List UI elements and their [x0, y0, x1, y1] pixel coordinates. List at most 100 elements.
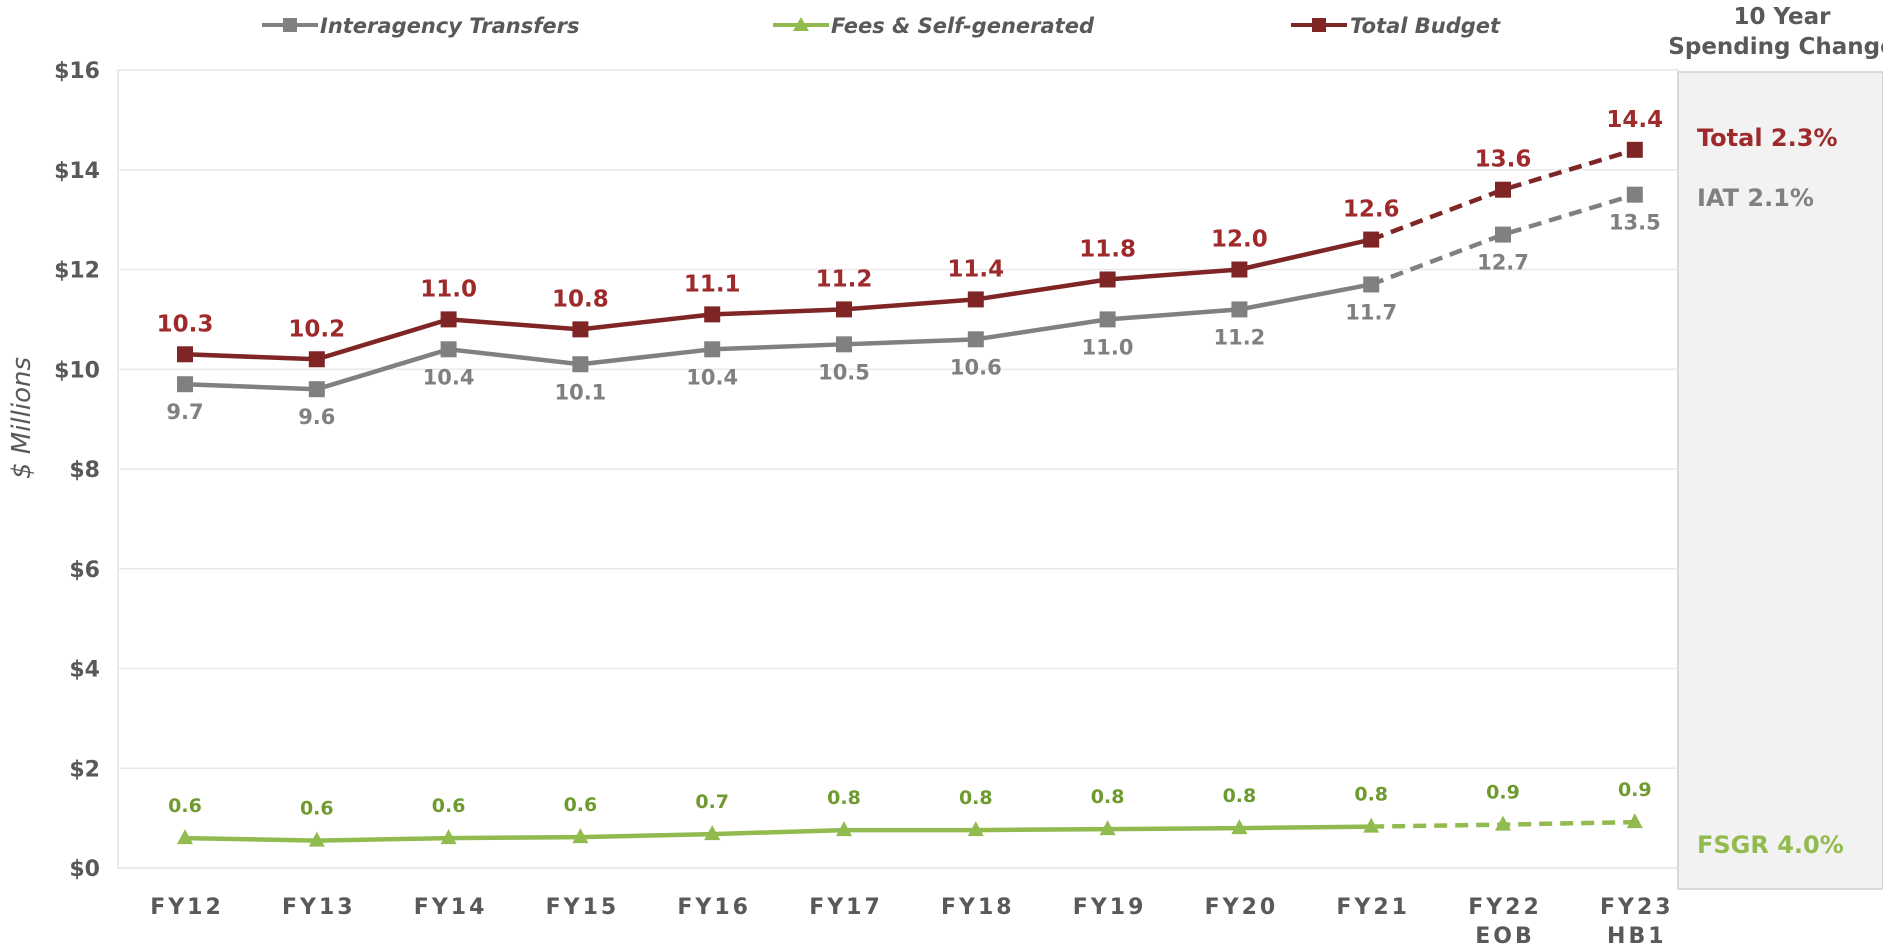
y-tick-label: $10	[54, 358, 100, 383]
data-point-square	[1363, 276, 1380, 293]
series-line-actual	[184, 282, 1372, 392]
y-axis-label: $ Millions	[7, 357, 37, 479]
y-tick-label: $0	[69, 857, 100, 882]
side-item-total: Total 2.3%	[1697, 124, 1837, 152]
data-point-triangle	[967, 821, 984, 837]
data-label: 11.8	[1079, 236, 1136, 262]
legend-square-marker	[1312, 18, 1326, 32]
legend-triangle-marker	[793, 17, 809, 31]
data-point-square	[308, 351, 325, 368]
data-label: 0.6	[432, 795, 466, 817]
data-label: 0.8	[1354, 784, 1388, 806]
legend-label: Total Budget	[1350, 14, 1501, 38]
data-point-square	[308, 381, 325, 398]
legend-label: Fees & Self-generated	[831, 14, 1095, 38]
y-axis-ticks: $0 $2 $4 $6 $8 $10 $12 $14 $16	[54, 59, 100, 882]
x-tick-label: EOB	[1475, 924, 1535, 949]
data-point-triangle	[572, 828, 589, 844]
y-tick-label: $6	[69, 558, 100, 583]
x-tick-label: FY19	[1073, 895, 1147, 920]
data-label: 9.6	[298, 405, 335, 429]
data-label: 10.3	[157, 311, 214, 337]
x-tick-label: HB1	[1607, 924, 1667, 949]
data-label: 11.1	[684, 271, 741, 297]
data-point-square	[1495, 226, 1511, 243]
data-point-square	[1099, 311, 1116, 328]
data-point-square	[1231, 261, 1248, 278]
series-line-projected	[1370, 192, 1636, 287]
legend: Interagency Transfers Fees & Self-genera…	[262, 14, 1501, 38]
data-label: 10.2	[288, 316, 345, 342]
data-label: 0.9	[1618, 779, 1652, 801]
data-label: 11.0	[1082, 335, 1134, 359]
x-tick-label: FY16	[677, 895, 751, 920]
data-label: 10.1	[554, 380, 606, 404]
data-label: 0.8	[959, 787, 993, 809]
data-label: 11.4	[947, 256, 1004, 282]
data-point-square	[1099, 271, 1116, 288]
side-panel	[1677, 71, 1883, 890]
data-label: 10.5	[818, 360, 870, 384]
data-point-triangle	[1231, 819, 1248, 835]
data-label: 11.2	[1213, 325, 1265, 349]
legend-item-total-budget: Total Budget	[1291, 14, 1501, 38]
data-point-triangle	[704, 825, 721, 841]
data-point-square	[836, 336, 852, 353]
data-label: 11.7	[1345, 300, 1397, 324]
x-axis-ticks: FY12 FY13 FY14 FY15 FY16 FY17 FY18 FY19 FY20 FY21…	[150, 895, 1674, 949]
data-label: 10.4	[686, 365, 738, 389]
data-point-triangle	[1495, 815, 1511, 831]
series-interagency-transfers: 9.7 9.6 10.4 10.1 10.4 10.5 10.6 11.0 11.2 11.7 12…	[166, 186, 1661, 429]
legend-label: Interagency Transfers	[320, 14, 579, 38]
data-point-square	[1495, 181, 1511, 198]
data-label: 11.2	[816, 266, 873, 292]
x-tick-label: FY15	[546, 895, 620, 920]
x-tick-label: FY23	[1600, 895, 1674, 920]
data-point-square	[572, 321, 589, 338]
data-label: 0.6	[168, 795, 202, 817]
data-label: 13.5	[1609, 211, 1661, 235]
data-point-square	[1231, 301, 1248, 318]
data-point-triangle	[308, 831, 325, 847]
y-tick-label: $4	[69, 658, 100, 683]
y-tick-label: $12	[54, 259, 100, 284]
series-line-actual	[184, 824, 1372, 843]
x-tick-label: FY18	[941, 895, 1015, 920]
data-label: 0.6	[564, 794, 598, 816]
side-item-iat: IAT 2.1%	[1697, 184, 1814, 212]
series-fees-self-generated: 0.6 0.6 0.6 0.6 0.7 0.8 0.8 0.8 0.8 0.8 0.9 0.9	[168, 779, 1652, 847]
y-tick-label: $8	[69, 458, 100, 483]
data-label: 12.7	[1477, 251, 1529, 275]
series-layer: 9.7 9.6 10.4 10.1 10.4 10.5 10.6 11.0 11.2 11.7 12…	[157, 107, 1663, 847]
data-point-square	[967, 331, 984, 348]
data-label: 14.4	[1606, 107, 1663, 133]
data-label: 0.8	[1091, 786, 1125, 808]
y-tick-label: $14	[54, 159, 100, 184]
x-tick-label: FY12	[150, 895, 224, 920]
data-point-triangle	[836, 821, 852, 837]
data-point-square	[440, 311, 457, 328]
data-point-square	[836, 301, 852, 318]
x-tick-label: FY22	[1468, 895, 1542, 920]
data-label: 0.8	[1223, 785, 1257, 807]
series-total-budget: 10.3 10.2 11.0 10.8 11.1 11.2 11.4 11.8 12.0 12.6…	[157, 107, 1663, 368]
data-label: 13.6	[1475, 147, 1532, 173]
data-label: 0.7	[695, 791, 729, 813]
data-label: 11.0	[420, 276, 477, 302]
side-panel-title-line1: 10 Year	[1733, 4, 1831, 30]
legend-item-fees-self-generated: Fees & Self-generated	[773, 14, 1095, 38]
data-point-square	[440, 341, 457, 358]
data-label: 0.9	[1486, 782, 1520, 804]
legend-item-interagency-transfers: Interagency Transfers	[262, 14, 579, 38]
series-line-actual	[184, 237, 1372, 362]
x-tick-label: FY17	[809, 895, 883, 920]
data-label: 10.4	[423, 365, 475, 389]
data-point-triangle	[1099, 820, 1116, 836]
data-point-square	[704, 341, 721, 358]
data-point-square	[177, 376, 193, 393]
data-point-square	[1626, 186, 1643, 203]
x-tick-label: FY13	[282, 895, 356, 920]
data-label: 12.0	[1211, 227, 1268, 253]
data-point-square	[177, 346, 193, 363]
